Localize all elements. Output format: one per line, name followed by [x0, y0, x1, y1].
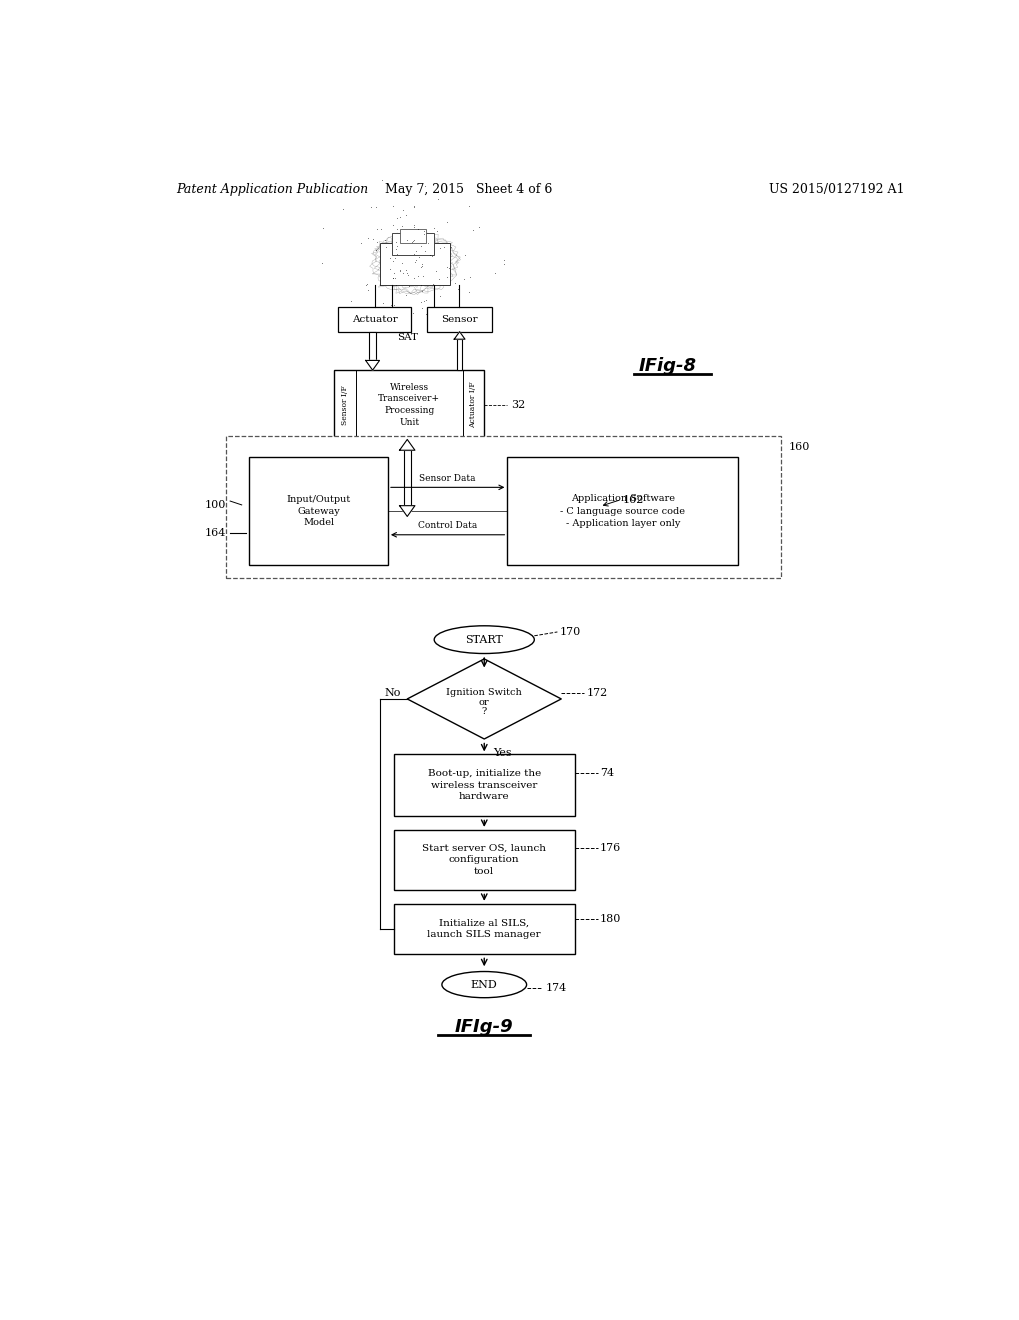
Text: START: START: [465, 635, 502, 644]
Text: ?: ?: [481, 706, 486, 715]
Text: Initialize al SILS,
launch SILS manager: Initialize al SILS, launch SILS manager: [427, 919, 540, 940]
Bar: [393, 904, 574, 954]
Text: 74: 74: [599, 768, 613, 777]
Text: 100: 100: [205, 500, 226, 510]
Text: Wireless
Transceiver+
Processing
Unit: Wireless Transceiver+ Processing Unit: [378, 383, 440, 426]
Bar: [334, 370, 484, 440]
Bar: [226, 436, 780, 578]
Text: Start server OS, launch
configuration
tool: Start server OS, launch configuration to…: [422, 843, 546, 876]
Text: 160: 160: [788, 442, 809, 453]
Bar: [337, 308, 411, 331]
Bar: [380, 243, 449, 285]
Text: Application Software
- C language source code
- Application layer only: Application Software - C language source…: [559, 494, 685, 528]
Bar: [404, 450, 411, 506]
Bar: [393, 755, 574, 816]
Text: Boot-up, initialize the
wireless transceiver
hardware: Boot-up, initialize the wireless transce…: [427, 768, 540, 801]
Text: SAT: SAT: [396, 333, 418, 342]
Text: 162: 162: [623, 495, 644, 504]
Text: May 7, 2015   Sheet 4 of 6: May 7, 2015 Sheet 4 of 6: [385, 182, 552, 195]
Ellipse shape: [441, 972, 526, 998]
Text: 164: 164: [205, 528, 226, 539]
Text: Yes: Yes: [493, 748, 512, 758]
Text: US 2015/0127192 A1: US 2015/0127192 A1: [768, 182, 904, 195]
Text: 174: 174: [545, 983, 567, 994]
Bar: [399, 230, 426, 243]
Bar: [506, 457, 738, 565]
Text: END: END: [471, 979, 497, 990]
Text: Input/Output
Gateway
Model: Input/Output Gateway Model: [286, 495, 351, 528]
Text: Sensor: Sensor: [440, 315, 477, 323]
Text: Control Data: Control Data: [418, 521, 477, 531]
Text: 32: 32: [511, 400, 525, 409]
Bar: [457, 339, 462, 370]
Polygon shape: [399, 440, 415, 450]
Text: 170: 170: [559, 627, 581, 638]
Text: IFig-8: IFig-8: [638, 358, 696, 375]
Bar: [393, 830, 574, 890]
Polygon shape: [407, 659, 560, 739]
Text: 180: 180: [599, 913, 621, 924]
Ellipse shape: [434, 626, 534, 653]
Bar: [369, 331, 375, 360]
Text: Sensor Data: Sensor Data: [419, 474, 476, 483]
Bar: [250, 457, 387, 565]
Text: Patent Application Publication: Patent Application Publication: [176, 182, 368, 195]
Text: IFIg-9: IFIg-9: [454, 1018, 513, 1036]
Text: Ignition Switch: Ignition Switch: [446, 688, 522, 697]
Text: 172: 172: [586, 688, 607, 698]
Text: Actuator I/F: Actuator I/F: [469, 381, 477, 428]
Text: 176: 176: [599, 843, 621, 853]
Bar: [426, 308, 491, 331]
Text: No: No: [384, 688, 400, 698]
Polygon shape: [453, 331, 465, 339]
Text: or: or: [479, 697, 489, 706]
Text: Sensor I/F: Sensor I/F: [340, 385, 348, 425]
Polygon shape: [366, 360, 379, 370]
Polygon shape: [399, 506, 415, 516]
Bar: [391, 234, 434, 255]
Text: Actuator: Actuator: [352, 315, 397, 323]
